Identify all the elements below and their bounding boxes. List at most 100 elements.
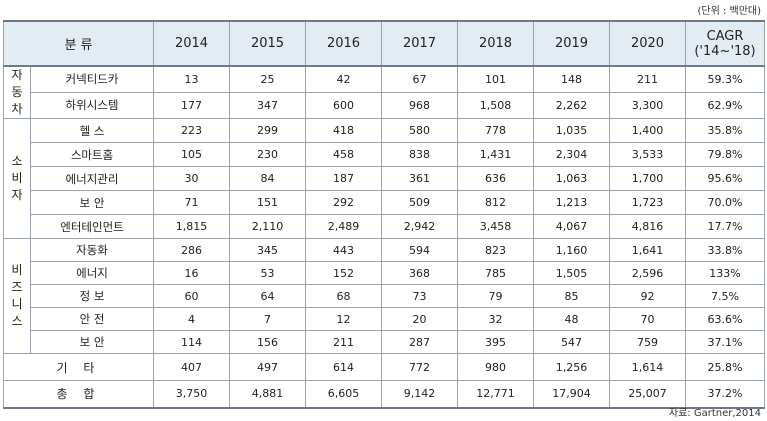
value-cell: 823 [457, 238, 534, 262]
value-cell: 13 [153, 65, 230, 93]
value-cell: 3,750 [153, 380, 230, 409]
value-cell: 509 [381, 190, 458, 215]
table-row: 보 안 71 151 292 509 812 1,213 1,723 70.0% [4, 190, 765, 215]
row-label-total: 총 합 [3, 380, 154, 409]
cagr-cell: 79.8% [685, 142, 765, 167]
value-cell: 20 [381, 307, 458, 331]
value-cell: 772 [381, 353, 458, 381]
row-label: 하위시스템 [30, 91, 154, 120]
value-cell: 7 [229, 307, 306, 331]
value-cell: 1,400 [609, 118, 686, 143]
group-char: 자 [11, 68, 23, 82]
row-label: 커넥티드카 [30, 65, 154, 93]
header-row: 분 류 2014 2015 2016 2017 2018 2019 2020 C… [3, 20, 765, 67]
header-year: 2015 [229, 20, 306, 67]
header-year: 2018 [457, 20, 534, 67]
value-cell: 73 [381, 284, 458, 308]
table-row: 에너지관리 30 84 187 361 636 1,063 1,700 95.6% [4, 166, 765, 191]
value-cell: 636 [457, 166, 534, 191]
value-cell: 2,262 [533, 91, 610, 120]
value-cell: 6,605 [305, 380, 382, 409]
value-cell: 286 [153, 238, 230, 262]
value-cell: 287 [381, 330, 458, 354]
header-cagr-line1: CAGR [706, 28, 744, 44]
value-cell: 211 [305, 330, 382, 354]
value-cell: 114 [153, 330, 230, 354]
table-row: 안 전 4 7 12 20 32 48 70 63.6% [4, 307, 765, 331]
value-cell: 32 [457, 307, 534, 331]
value-cell: 2,596 [609, 261, 686, 285]
table-row: 정 보 60 64 68 73 79 85 92 7.5% [4, 284, 765, 308]
cagr-cell: 95.6% [685, 166, 765, 191]
value-cell: 594 [381, 238, 458, 262]
value-cell: 64 [229, 284, 306, 308]
value-cell: 4 [153, 307, 230, 331]
value-cell: 1,035 [533, 118, 610, 143]
iot-device-table: 분 류 2014 2015 2016 2017 2018 2019 2020 C… [3, 20, 765, 409]
value-cell: 211 [609, 65, 686, 93]
cagr-cell: 37.1% [685, 330, 765, 354]
value-cell: 151 [229, 190, 306, 215]
row-label: 보 안 [30, 330, 154, 354]
group-char: 비 [11, 171, 23, 185]
group-char: 동 [11, 85, 23, 99]
table-row: 엔터테인먼트 1,815 2,110 2,489 2,942 3,458 4,067 4,8… [4, 214, 765, 239]
value-cell: 60 [153, 284, 230, 308]
value-cell: 1,213 [533, 190, 610, 215]
row-label: 엔터테인먼트 [30, 214, 154, 239]
row-label: 안 전 [30, 307, 154, 331]
cagr-cell: 33.8% [685, 238, 765, 262]
row-label: 정 보 [30, 284, 154, 308]
value-cell: 418 [305, 118, 382, 143]
value-cell: 812 [457, 190, 534, 215]
header-category: 분 류 [3, 20, 154, 67]
value-cell: 759 [609, 330, 686, 354]
cagr-cell: 17.7% [685, 214, 765, 239]
value-cell: 1,160 [533, 238, 610, 262]
value-cell: 1,256 [533, 353, 610, 381]
value-cell: 230 [229, 142, 306, 167]
value-cell: 152 [305, 261, 382, 285]
value-cell: 458 [305, 142, 382, 167]
row-label: 헬 스 [30, 118, 154, 143]
row-label-other: 기 타 [3, 353, 154, 381]
cagr-cell: 133% [685, 261, 765, 285]
row-label: 스마트홈 [30, 142, 154, 167]
cagr-cell: 63.6% [685, 307, 765, 331]
value-cell: 547 [533, 330, 610, 354]
value-cell: 148 [533, 65, 610, 93]
table-row-total: 총 합 3,750 4,881 6,605 9,142 12,771 17,904 25,0… [3, 380, 765, 409]
header-year: 2019 [533, 20, 610, 67]
cagr-cell: 59.3% [685, 65, 765, 93]
value-cell: 223 [153, 118, 230, 143]
cagr-cell: 25.8% [685, 353, 765, 381]
table-row: 하위시스템 177 347 600 968 1,508 2,262 3,300 62.9% [4, 91, 765, 120]
group-char: 소 [11, 154, 23, 168]
value-cell: 12,771 [457, 380, 534, 409]
value-cell: 68 [305, 284, 382, 308]
value-cell: 1,431 [457, 142, 534, 167]
group-char: 자 [11, 188, 23, 202]
value-cell: 345 [229, 238, 306, 262]
value-cell: 25,007 [609, 380, 686, 409]
value-cell: 2,110 [229, 214, 306, 239]
value-cell: 1,508 [457, 91, 534, 120]
value-cell: 177 [153, 91, 230, 120]
row-label: 에너지관리 [30, 166, 154, 191]
value-cell: 71 [153, 190, 230, 215]
value-cell: 580 [381, 118, 458, 143]
value-cell: 1,641 [609, 238, 686, 262]
group-char: 비 [11, 263, 23, 277]
cagr-cell: 70.0% [685, 190, 765, 215]
value-cell: 980 [457, 353, 534, 381]
value-cell: 92 [609, 284, 686, 308]
table-row: 스마트홈 105 230 458 838 1,431 2,304 3,533 79.8% [4, 142, 765, 167]
value-cell: 395 [457, 330, 534, 354]
cagr-cell: 62.9% [685, 91, 765, 120]
source-note: 자료: Gartner,2014 [668, 408, 761, 419]
header-year: 2014 [153, 20, 230, 67]
value-cell: 70 [609, 307, 686, 331]
